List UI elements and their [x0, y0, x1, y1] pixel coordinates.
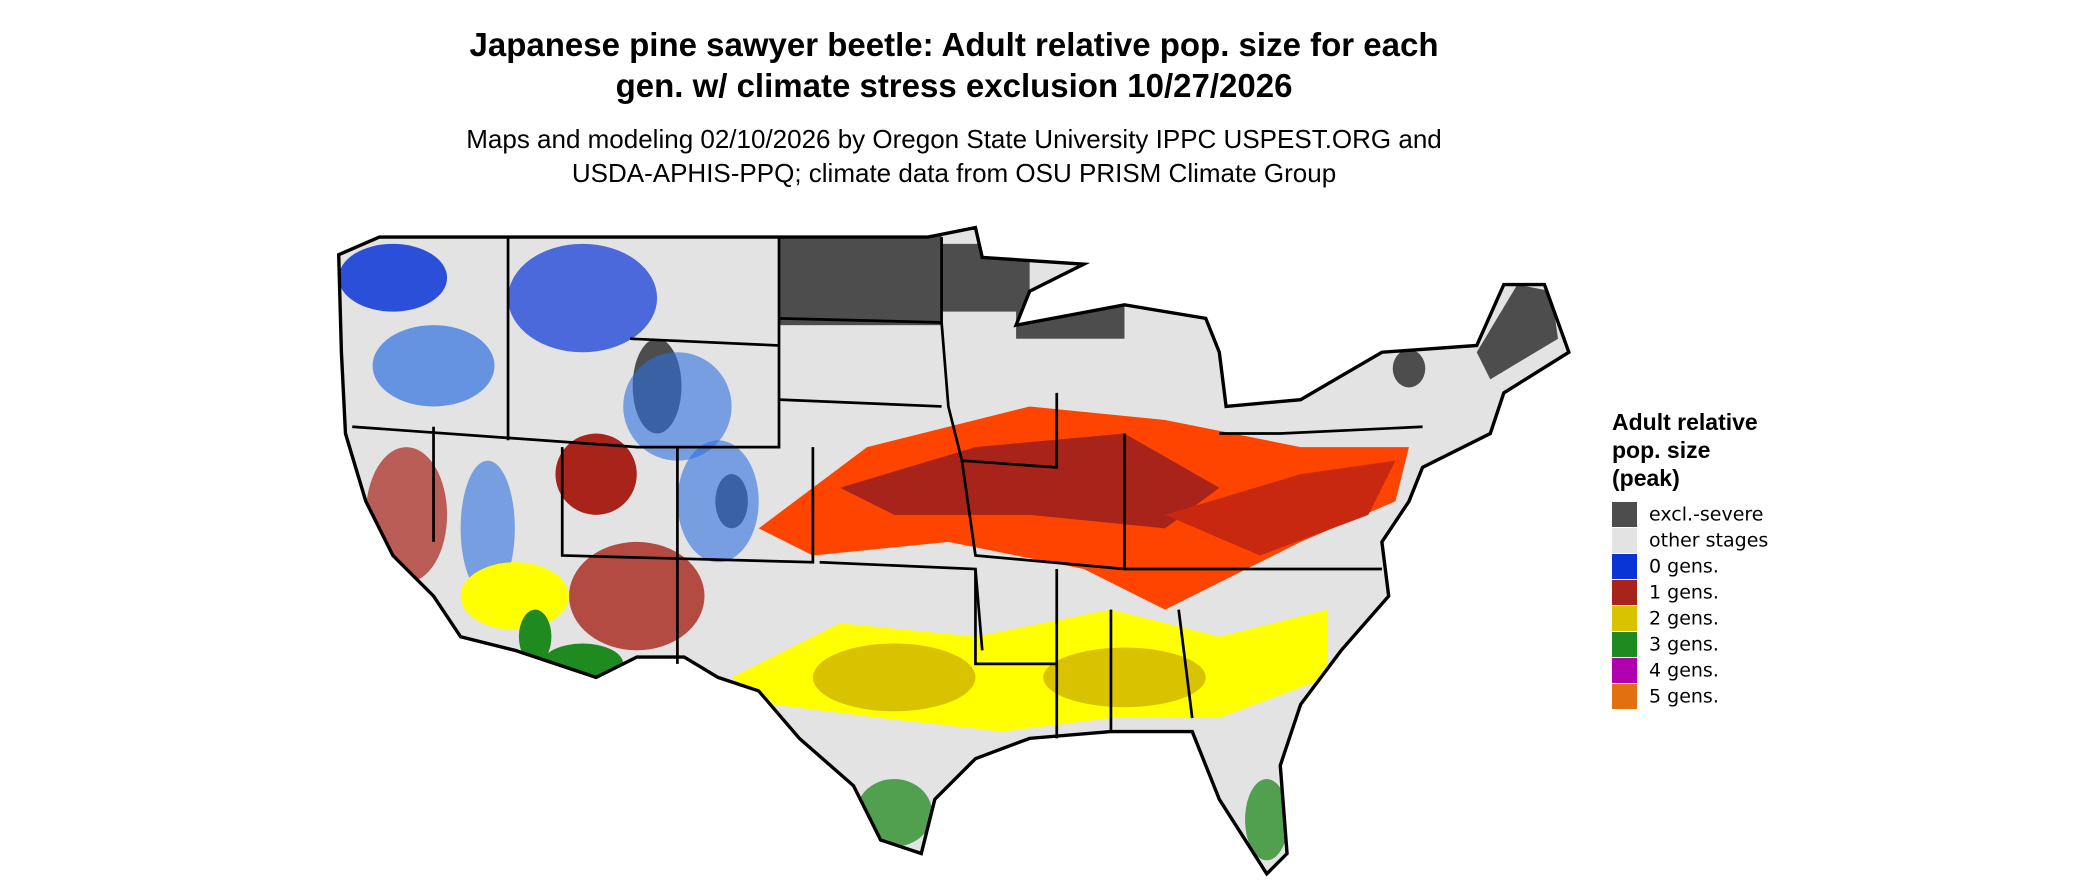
legend-swatch [1612, 554, 1637, 579]
legend-label: 2 gens. [1649, 608, 1719, 630]
legend-swatch [1612, 502, 1637, 527]
subtitle-line: Maps and modeling 02/10/2026 by Oregon S… [466, 124, 1442, 154]
legend: Adult relative pop. size (peak) excl.-se… [1612, 409, 1768, 709]
legend-label: other stages [1649, 530, 1768, 552]
us-map [336, 225, 1571, 877]
legend-swatch [1612, 606, 1637, 631]
title-line: Japanese pine sawyer beetle: Adult relat… [470, 26, 1439, 63]
legend-label: 1 gens. [1649, 582, 1719, 604]
legend-swatch [1612, 528, 1637, 553]
legend-title: (peak) [1612, 465, 1680, 491]
legend-swatch [1612, 658, 1637, 683]
legend-swatch [1612, 632, 1637, 657]
legend-swatch [1612, 580, 1637, 605]
legend-title: Adult relative [1612, 409, 1758, 435]
title-line: gen. w/ climate stress exclusion 10/27/2… [616, 67, 1293, 104]
legend-swatch [1612, 684, 1637, 709]
legend-title: pop. size [1612, 437, 1710, 463]
legend-label: 4 gens. [1649, 660, 1719, 682]
legend-label: 0 gens. [1649, 556, 1719, 578]
legend-label: 5 gens. [1649, 686, 1719, 708]
subtitle-line: USDA-APHIS-PPQ; climate data from OSU PR… [572, 158, 1336, 188]
legend-label: 3 gens. [1649, 634, 1719, 656]
legend-label: excl.-severe [1649, 504, 1764, 526]
